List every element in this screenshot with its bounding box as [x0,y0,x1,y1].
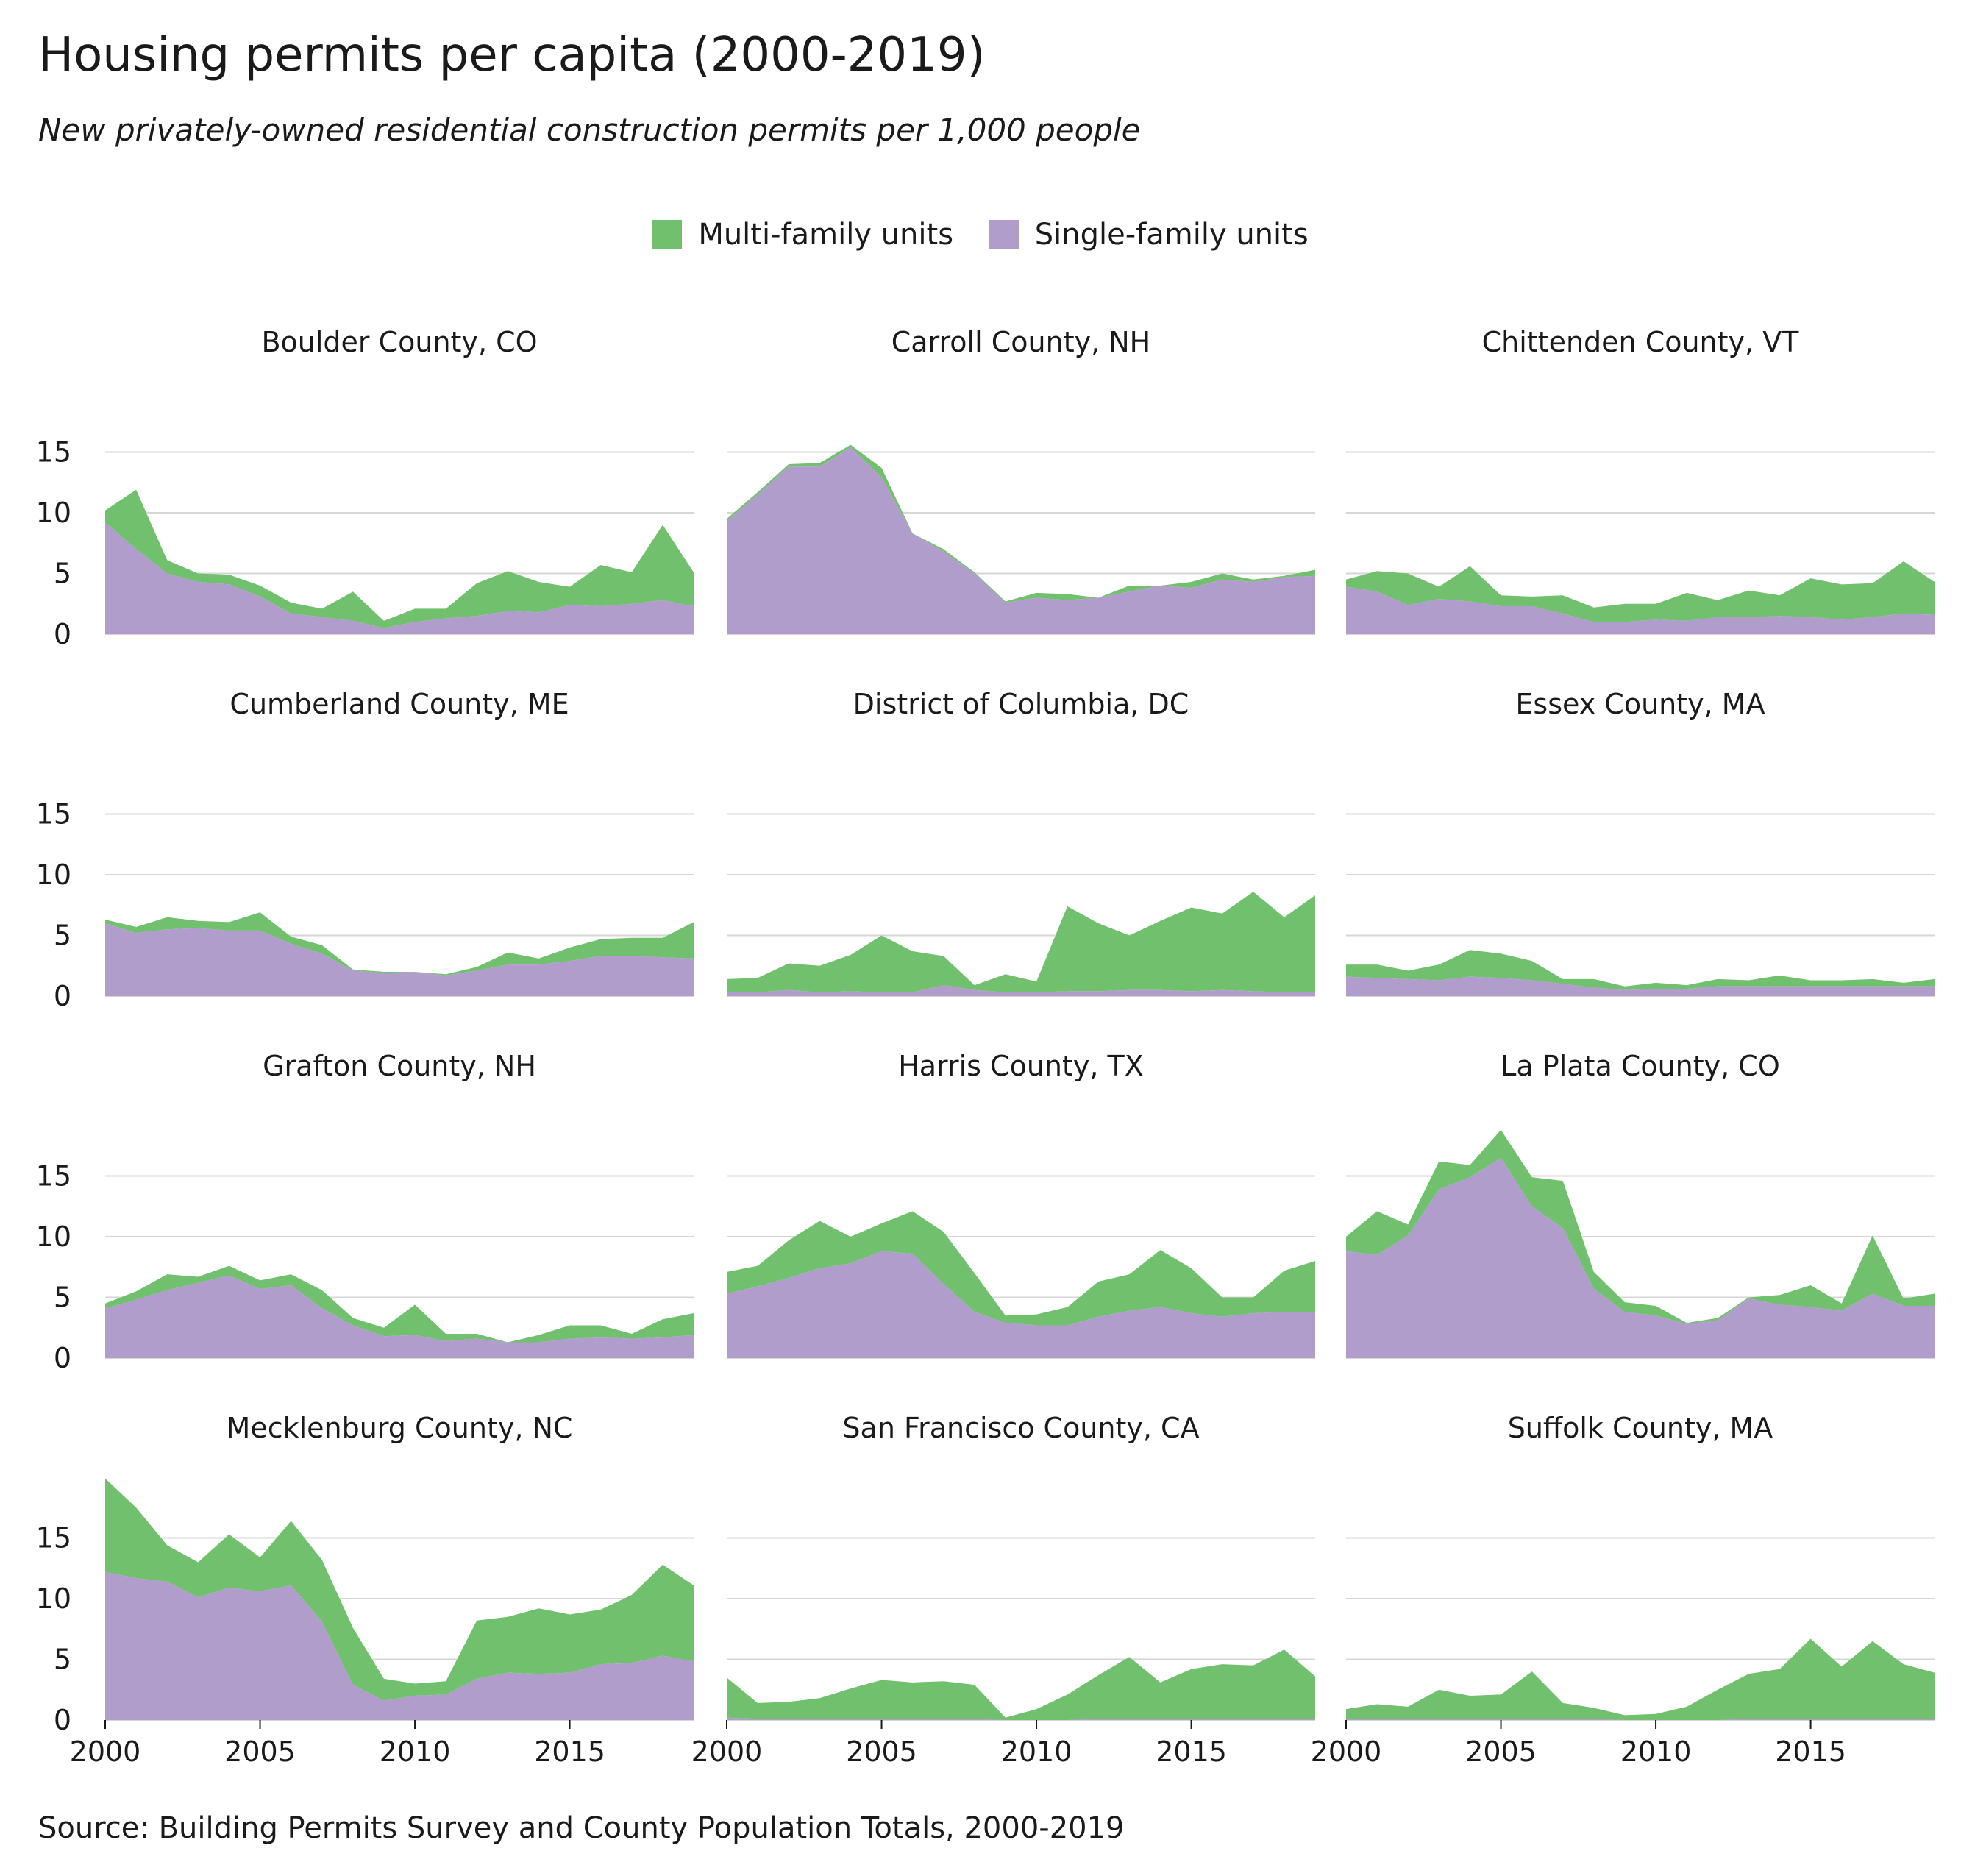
source-note: Source: Building Permits Survey and Coun… [38,1811,1125,1845]
xtick-label-san-francisco-county-ca-2015: 2015 [1156,1735,1227,1768]
xtick-label-mecklenburg-county-nc-2005: 2005 [224,1735,296,1768]
ytick-label-cumberland-county-me-10: 10 [36,859,71,891]
ytick-label-cumberland-county-me-0: 0 [54,980,71,1012]
area-single-family-la-plata-county-co [1346,1157,1935,1358]
panel-title-essex-county-ma: Essex County, MA [1515,688,1765,720]
xtick-label-mecklenburg-county-nc-2010: 2010 [380,1735,451,1768]
chart-subtitle: New privately-owned residential construc… [38,112,1141,148]
area-multi-family-san-francisco-county-ca [727,1649,1315,1720]
area-multi-family-harris-county-tx [727,1211,1315,1326]
panel-title-chittenden-county-vt: Chittenden County, VT [1482,326,1800,358]
area-single-family-mecklenburg-county-nc [105,1571,694,1720]
area-multi-family-cumberland-county-me [105,912,694,976]
area-single-family-suffolk-county-ma [1346,1719,1935,1720]
panel-title-carroll-county-nh: Carroll County, NH [891,326,1151,358]
chart-title: Housing permits per capita (2000-2019) [38,28,986,82]
ytick-label-grafton-county-nh-15: 15 [36,1160,71,1193]
xtick-label-san-francisco-county-ca-2005: 2005 [846,1735,917,1768]
ytick-label-mecklenburg-county-nc-10: 10 [36,1582,71,1615]
ytick-label-mecklenburg-county-nc-0: 0 [54,1704,71,1736]
ytick-label-boulder-county-co-10: 10 [36,497,71,529]
area-multi-family-district-of-columbia-dc [727,892,1315,993]
legend-swatch-multi-family [652,220,683,249]
ytick-label-boulder-county-co-0: 0 [54,618,71,650]
ytick-label-grafton-county-nh-10: 10 [36,1221,71,1253]
panel-title-suffolk-county-ma: Suffolk County, MA [1508,1412,1773,1444]
legend-swatch-single-family [989,220,1019,249]
legend-item-multi-family: Multi-family units [652,218,953,252]
xtick-label-suffolk-county-ma-2005: 2005 [1465,1735,1537,1768]
panel-title-boulder-county-co: Boulder County, CO [261,326,537,358]
area-multi-family-grafton-county-nh [105,1265,694,1343]
panel-title-harris-county-tx: Harris County, TX [898,1050,1144,1082]
area-single-family-boulder-county-co [105,522,694,634]
area-multi-family-essex-county-ma [1346,950,1935,990]
panel-title-district-of-columbia-dc: District of Columbia, DC [853,688,1189,720]
area-single-family-san-francisco-county-ca [727,1717,1315,1720]
ytick-label-cumberland-county-me-5: 5 [54,920,71,952]
area-single-family-cumberland-county-me [105,923,694,996]
area-multi-family-mecklenburg-county-nc [105,1478,694,1701]
ytick-label-boulder-county-co-15: 15 [36,436,71,469]
area-multi-family-chittenden-county-vt [1346,561,1935,622]
xtick-label-suffolk-county-ma-2010: 2010 [1620,1735,1692,1768]
ytick-label-mecklenburg-county-nc-15: 15 [36,1522,71,1555]
xtick-label-san-francisco-county-ca-2010: 2010 [1001,1735,1072,1768]
ytick-label-cumberland-county-me-15: 15 [36,798,71,831]
panel-title-grafton-county-nh: Grafton County, NH [263,1050,536,1082]
ytick-label-grafton-county-nh-5: 5 [54,1282,71,1314]
area-single-family-district-of-columbia-dc [727,985,1315,996]
area-multi-family-boulder-county-co [105,489,694,628]
panel-title-cumberland-county-me: Cumberland County, ME [229,688,569,720]
area-single-family-carroll-county-nh [727,447,1315,634]
ytick-label-mecklenburg-county-nc-5: 5 [54,1644,71,1676]
xtick-label-san-francisco-county-ca-2000: 2000 [691,1735,763,1768]
area-multi-family-suffolk-county-ma [1346,1638,1935,1720]
xtick-label-mecklenburg-county-nc-2015: 2015 [534,1735,605,1768]
xtick-label-mecklenburg-county-nc-2000: 2000 [70,1735,141,1768]
panel-title-mecklenburg-county-nc: Mecklenburg County, NC [227,1412,573,1444]
xtick-label-suffolk-county-ma-2000: 2000 [1311,1735,1382,1768]
panel-title-la-plata-county-co: La Plata County, CO [1501,1050,1780,1082]
legend-label-single-family: Single-family units [1034,218,1309,252]
area-single-family-grafton-county-nh [105,1275,694,1358]
legend-item-single-family: Single-family units [989,218,1309,252]
area-single-family-essex-county-ma [1346,976,1935,996]
ytick-label-grafton-county-nh-0: 0 [54,1342,71,1374]
area-single-family-harris-county-tx [727,1251,1315,1358]
legend-label-multi-family: Multi-family units [698,218,954,252]
xtick-label-suffolk-county-ma-2015: 2015 [1775,1735,1846,1768]
ytick-label-boulder-county-co-5: 5 [54,558,71,590]
area-single-family-chittenden-county-vt [1346,586,1935,634]
panel-title-san-francisco-county-ca: San Francisco County, CA [842,1412,1199,1444]
legend: Multi-family units Single-family units [0,218,1961,257]
